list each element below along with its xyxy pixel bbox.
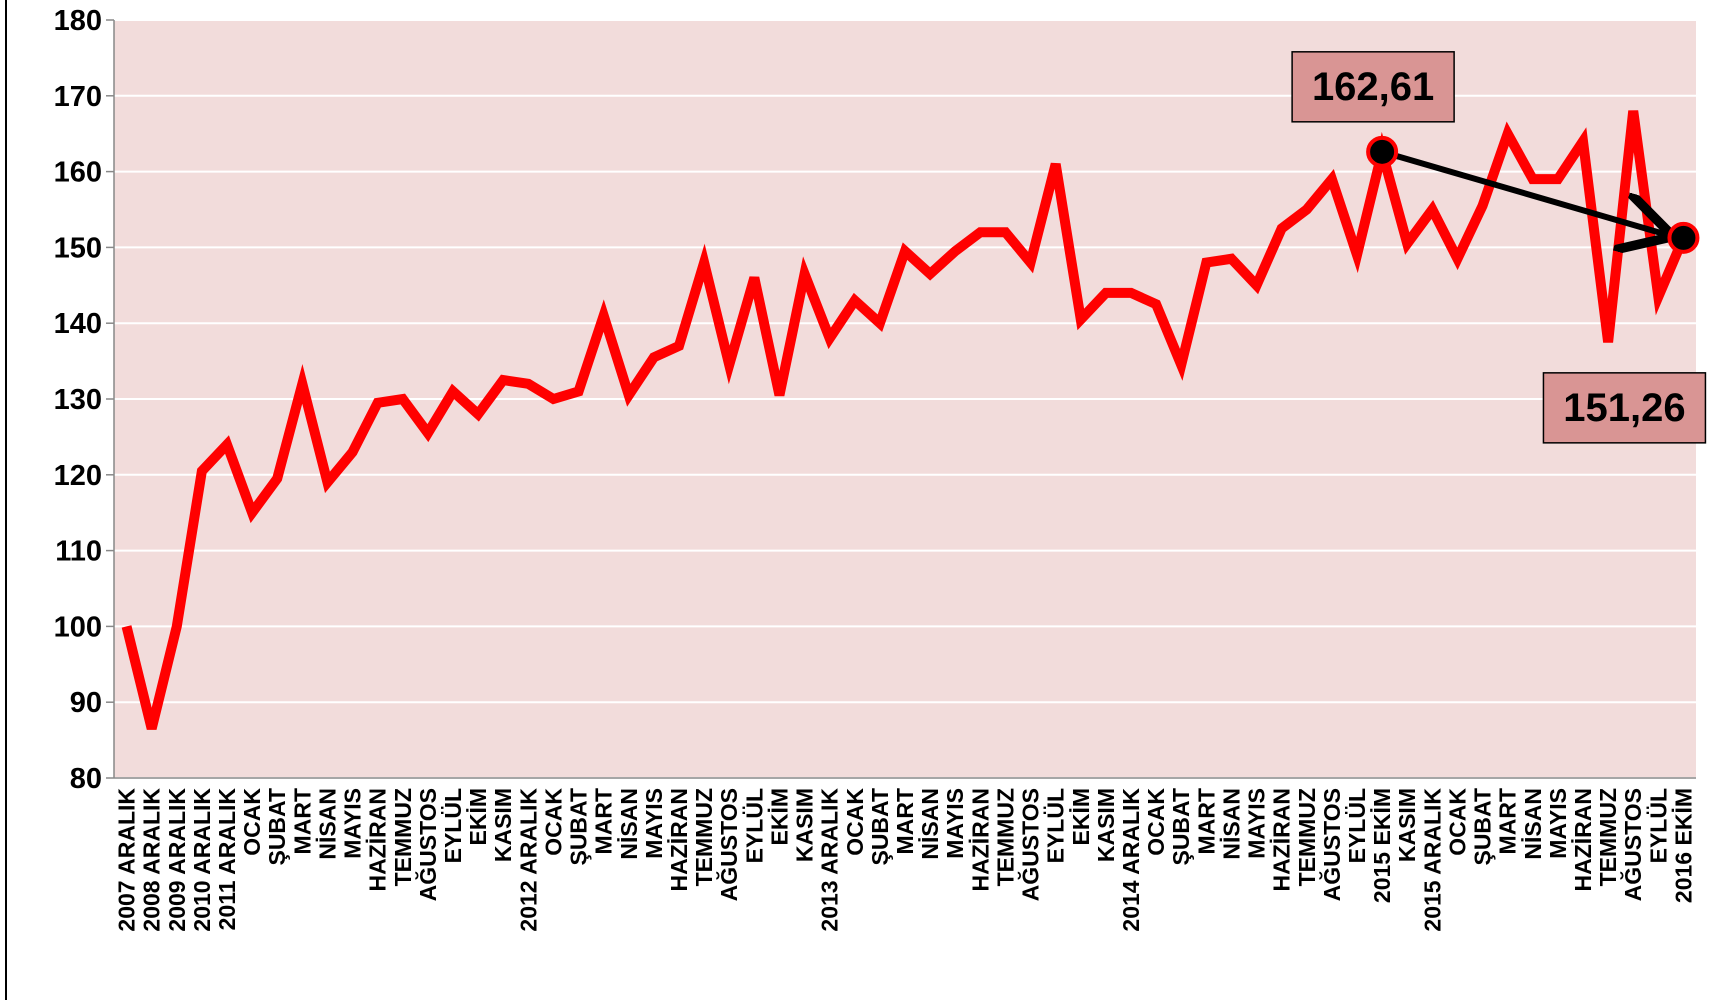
data-point: [1667, 221, 1700, 254]
x-tick-label: MAYIS: [1244, 788, 1270, 859]
data-label-box: [1291, 51, 1455, 123]
x-tick-label: MAYIS: [641, 788, 667, 859]
y-tick-label: 100: [54, 611, 102, 643]
x-tick-label: MART: [892, 788, 918, 854]
y-tick-label: 110: [55, 536, 102, 568]
y-tick-label: 90: [70, 687, 102, 719]
x-tick-label: EYLÜL: [1043, 788, 1069, 863]
x-tick-label: KASIM: [1093, 788, 1119, 862]
x-tick-label: TEMMUZ: [1294, 788, 1320, 886]
y-tick-label: 170: [54, 81, 102, 113]
x-tick-label: EKİM: [766, 788, 792, 846]
x-tick-label: HAZİRAN: [365, 788, 391, 892]
x-tick-label: OCAK: [1444, 788, 1470, 856]
y-tick-label: 180: [54, 5, 102, 37]
x-tick-label: 2015 ARALIK: [1419, 788, 1445, 932]
x-tick-label: OCAK: [540, 788, 566, 856]
x-tick-label: MAYIS: [942, 788, 968, 859]
data-line: [121, 110, 1689, 730]
x-tick-label: TEMMUZ: [992, 788, 1018, 886]
x-tick-label: 2015 EKİM: [1369, 788, 1395, 903]
x-tick-label: MART: [1193, 788, 1219, 854]
x-tick-label: 2007 ARALIK: [114, 788, 140, 932]
x-tick-label: ŞUBAT: [1470, 788, 1496, 866]
x-tick-label: TEMMUZ: [691, 788, 717, 886]
x-tick-label: EYLÜL: [741, 788, 767, 863]
x-tick-label: OCAK: [842, 788, 868, 856]
x-tick-label: 2009 ARALIK: [164, 788, 190, 932]
data-label: 162,61: [1312, 65, 1434, 109]
y-tick-label: 130: [54, 384, 102, 416]
x-tick-label: HAZİRAN: [1570, 788, 1596, 892]
x-tick-label: MAYIS: [1545, 788, 1571, 859]
y-tick-label: 150: [54, 232, 102, 264]
x-tick-label: EKİM: [1068, 788, 1094, 846]
x-tick-label: MART: [1495, 788, 1521, 854]
x-tick-label: EYLÜL: [1344, 788, 1370, 863]
x-tick-label: KASIM: [792, 788, 818, 862]
x-tick-label: EKİM: [465, 788, 491, 846]
x-tick-label: AĞUSTOS: [715, 788, 742, 901]
x-tick-label: NİSAN: [616, 788, 642, 860]
arrow: [1381, 148, 1667, 235]
x-tick-label: ŞUBAT: [566, 788, 592, 866]
x-tick-label: 2010 ARALIK: [189, 788, 215, 932]
x-tick-label: NİSAN: [1520, 788, 1546, 860]
x-tick-label: TEMMUZ: [390, 788, 416, 886]
x-tick-label: OCAK: [1143, 788, 1169, 856]
x-tick-label: MAYIS: [340, 788, 366, 859]
x-tick-label: TEMMUZ: [1595, 788, 1621, 886]
x-tick-label: HAZİRAN: [666, 788, 692, 892]
x-tick-label: 2016 EKİM: [1670, 788, 1696, 903]
x-tick-label: OCAK: [239, 788, 265, 856]
x-tick-label: 2014 ARALIK: [1118, 788, 1144, 932]
x-tick-label: 2011 ARALIK: [214, 788, 240, 931]
x-tick-label: NİSAN: [1218, 788, 1244, 860]
x-tick-label: EYLÜL: [1645, 788, 1671, 863]
x-tick-label: MART: [591, 788, 617, 854]
y-tick-label: 120: [54, 460, 102, 492]
y-tick-label: 140: [54, 308, 102, 340]
y-tick-label: 160: [54, 157, 102, 189]
x-tick-label: HAZİRAN: [967, 788, 993, 892]
x-tick-label: 2008 ARALIK: [139, 788, 165, 932]
x-tick-label: ŞUBAT: [867, 788, 893, 866]
x-tick-label: ŞUBAT: [1168, 788, 1194, 866]
x-tick-label: AĞUSTOS: [1318, 788, 1345, 901]
x-tick-label: 2013 ARALIK: [817, 788, 843, 932]
x-tick-label: EYLÜL: [440, 788, 466, 863]
x-tick-label: 2012 ARALIK: [515, 788, 541, 932]
data-label: 151,26: [1563, 386, 1685, 430]
y-tick-label: 80: [70, 763, 102, 795]
x-tick-label: MART: [289, 788, 315, 854]
data-label-box: [1542, 372, 1707, 444]
x-tick-label: NİSAN: [314, 788, 340, 860]
x-tick-label: AĞUSTOS: [414, 788, 441, 901]
data-point: [1366, 135, 1399, 168]
x-tick-label: KASIM: [490, 788, 516, 862]
x-tick-label: AĞUSTOS: [1619, 788, 1646, 901]
x-tick-label: AĞUSTOS: [1017, 788, 1044, 901]
x-tick-label: KASIM: [1394, 788, 1420, 862]
x-tick-label: NİSAN: [917, 788, 943, 860]
x-tick-label: ŞUBAT: [264, 788, 290, 866]
x-tick-label: HAZİRAN: [1269, 788, 1295, 892]
